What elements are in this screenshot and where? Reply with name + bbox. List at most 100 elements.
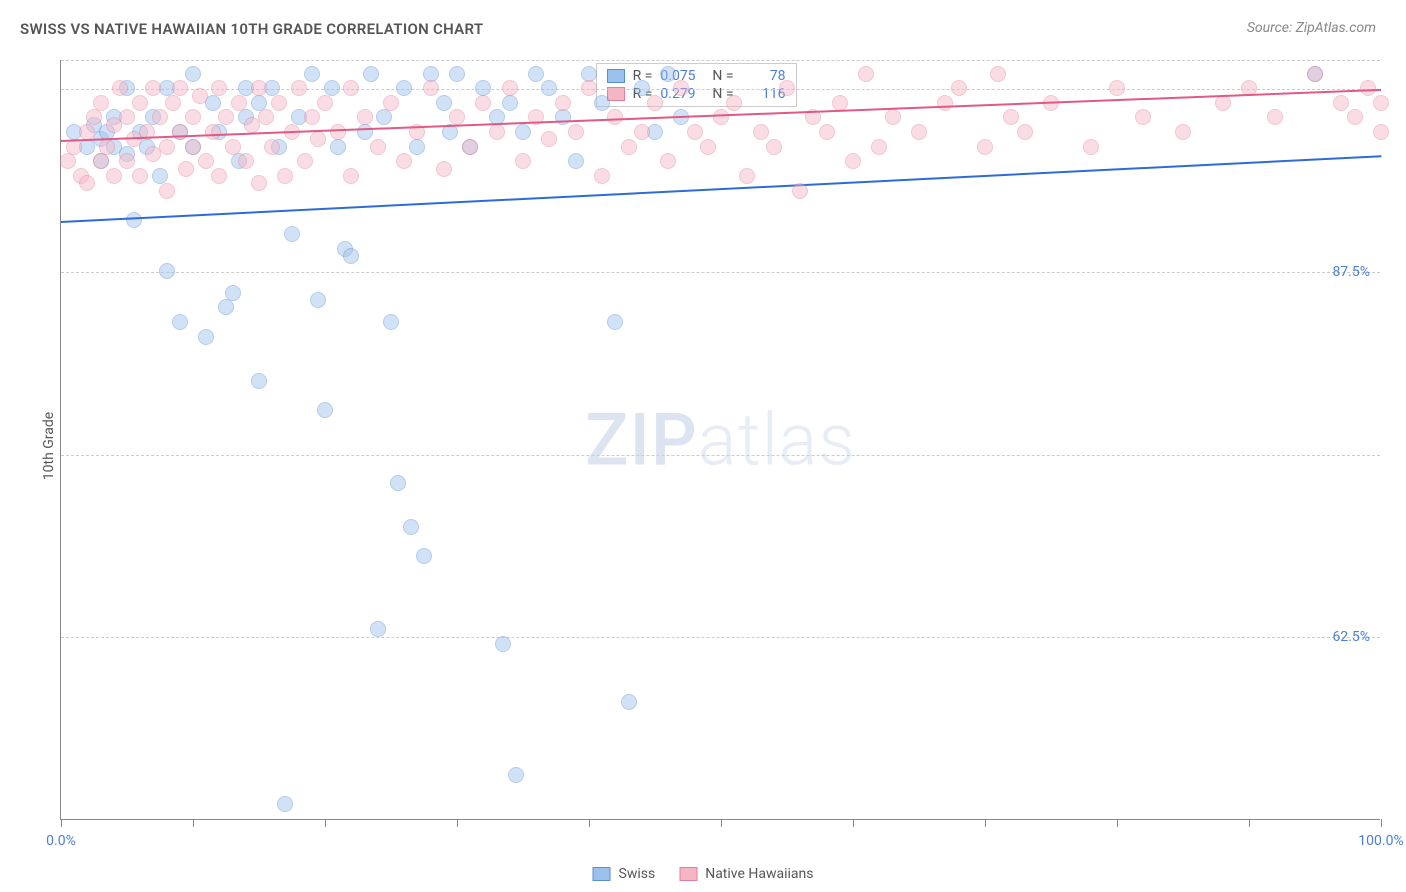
data-point <box>713 109 729 125</box>
x-tick <box>985 819 986 827</box>
legend-item: Native Hawaiians <box>679 866 813 882</box>
data-point <box>126 212 142 228</box>
data-point <box>1109 80 1125 96</box>
legend-n-label: N = <box>712 68 733 84</box>
data-point <box>185 109 201 125</box>
data-point <box>819 124 835 140</box>
data-point <box>1135 109 1151 125</box>
data-point <box>271 95 287 111</box>
legend-swatch <box>679 867 697 881</box>
data-point <box>172 314 188 330</box>
legend-label: Native Hawaiians <box>705 866 813 882</box>
data-point <box>403 519 419 535</box>
data-point <box>390 475 406 491</box>
data-point <box>766 139 782 155</box>
x-tick <box>1249 819 1250 827</box>
data-point <box>911 124 927 140</box>
data-point <box>515 153 531 169</box>
x-tick <box>61 819 62 827</box>
data-point <box>60 153 76 169</box>
data-point <box>436 161 452 177</box>
data-point <box>93 95 109 111</box>
data-point <box>264 139 280 155</box>
data-point <box>258 109 274 125</box>
chart-title: SWISS VS NATIVE HAWAIIAN 10TH GRADE CORR… <box>20 20 483 38</box>
data-point <box>159 263 175 279</box>
data-point <box>185 66 201 82</box>
data-point <box>581 80 597 96</box>
data-point <box>152 168 168 184</box>
data-point <box>330 124 346 140</box>
x-tick-label: 0.0% <box>46 833 76 849</box>
data-point <box>86 109 102 125</box>
x-tick <box>721 819 722 827</box>
data-point <box>753 124 769 140</box>
data-point <box>277 168 293 184</box>
data-point <box>251 373 267 389</box>
data-point <box>165 95 181 111</box>
data-point <box>581 66 597 82</box>
data-point <box>436 95 452 111</box>
data-point <box>159 183 175 199</box>
data-point <box>871 139 887 155</box>
data-point <box>568 153 584 169</box>
data-point <box>555 95 571 111</box>
data-point <box>370 621 386 637</box>
data-point <box>205 124 221 140</box>
data-point <box>310 131 326 147</box>
data-point <box>383 314 399 330</box>
data-point <box>594 95 610 111</box>
x-tick <box>1381 819 1382 827</box>
data-point <box>621 694 637 710</box>
data-point <box>634 80 650 96</box>
y-tick-label: 87.5% <box>1332 264 1370 280</box>
data-point <box>310 292 326 308</box>
data-point <box>1347 109 1363 125</box>
data-point <box>660 153 676 169</box>
legend-row: R = 0.075N = 78 <box>607 68 786 84</box>
data-point <box>304 109 320 125</box>
data-point <box>1307 66 1323 82</box>
data-point <box>1083 139 1099 155</box>
data-point <box>231 95 247 111</box>
data-point <box>528 66 544 82</box>
data-point <box>198 329 214 345</box>
data-point <box>317 95 333 111</box>
data-point <box>832 95 848 111</box>
data-point <box>634 124 650 140</box>
data-point <box>1003 109 1019 125</box>
data-point <box>119 153 135 169</box>
data-point <box>416 548 432 564</box>
data-point <box>172 124 188 140</box>
data-point <box>238 153 254 169</box>
data-point <box>370 139 386 155</box>
data-point <box>423 66 439 82</box>
legend-n-value: 78 <box>742 68 786 84</box>
data-point <box>779 80 795 96</box>
source-label: Source: ZipAtlas.com <box>1247 20 1376 36</box>
data-point <box>541 131 557 147</box>
data-point <box>251 80 267 96</box>
y-axis-label: 10th Grade <box>41 412 57 480</box>
data-point <box>449 109 465 125</box>
legend-swatch <box>593 867 611 881</box>
data-point <box>1215 95 1231 111</box>
legend-swatch <box>607 69 625 83</box>
data-point <box>304 66 320 82</box>
x-tick <box>1117 819 1118 827</box>
data-point <box>363 66 379 82</box>
data-point <box>93 153 109 169</box>
data-point <box>376 109 392 125</box>
data-point <box>792 183 808 199</box>
data-point <box>475 80 491 96</box>
data-point <box>297 153 313 169</box>
data-point <box>218 109 234 125</box>
data-point <box>132 168 148 184</box>
x-tick <box>325 819 326 827</box>
data-point <box>99 139 115 155</box>
data-point <box>317 402 333 418</box>
data-point <box>1333 95 1349 111</box>
data-point <box>449 66 465 82</box>
data-point <box>198 153 214 169</box>
data-point <box>990 66 1006 82</box>
